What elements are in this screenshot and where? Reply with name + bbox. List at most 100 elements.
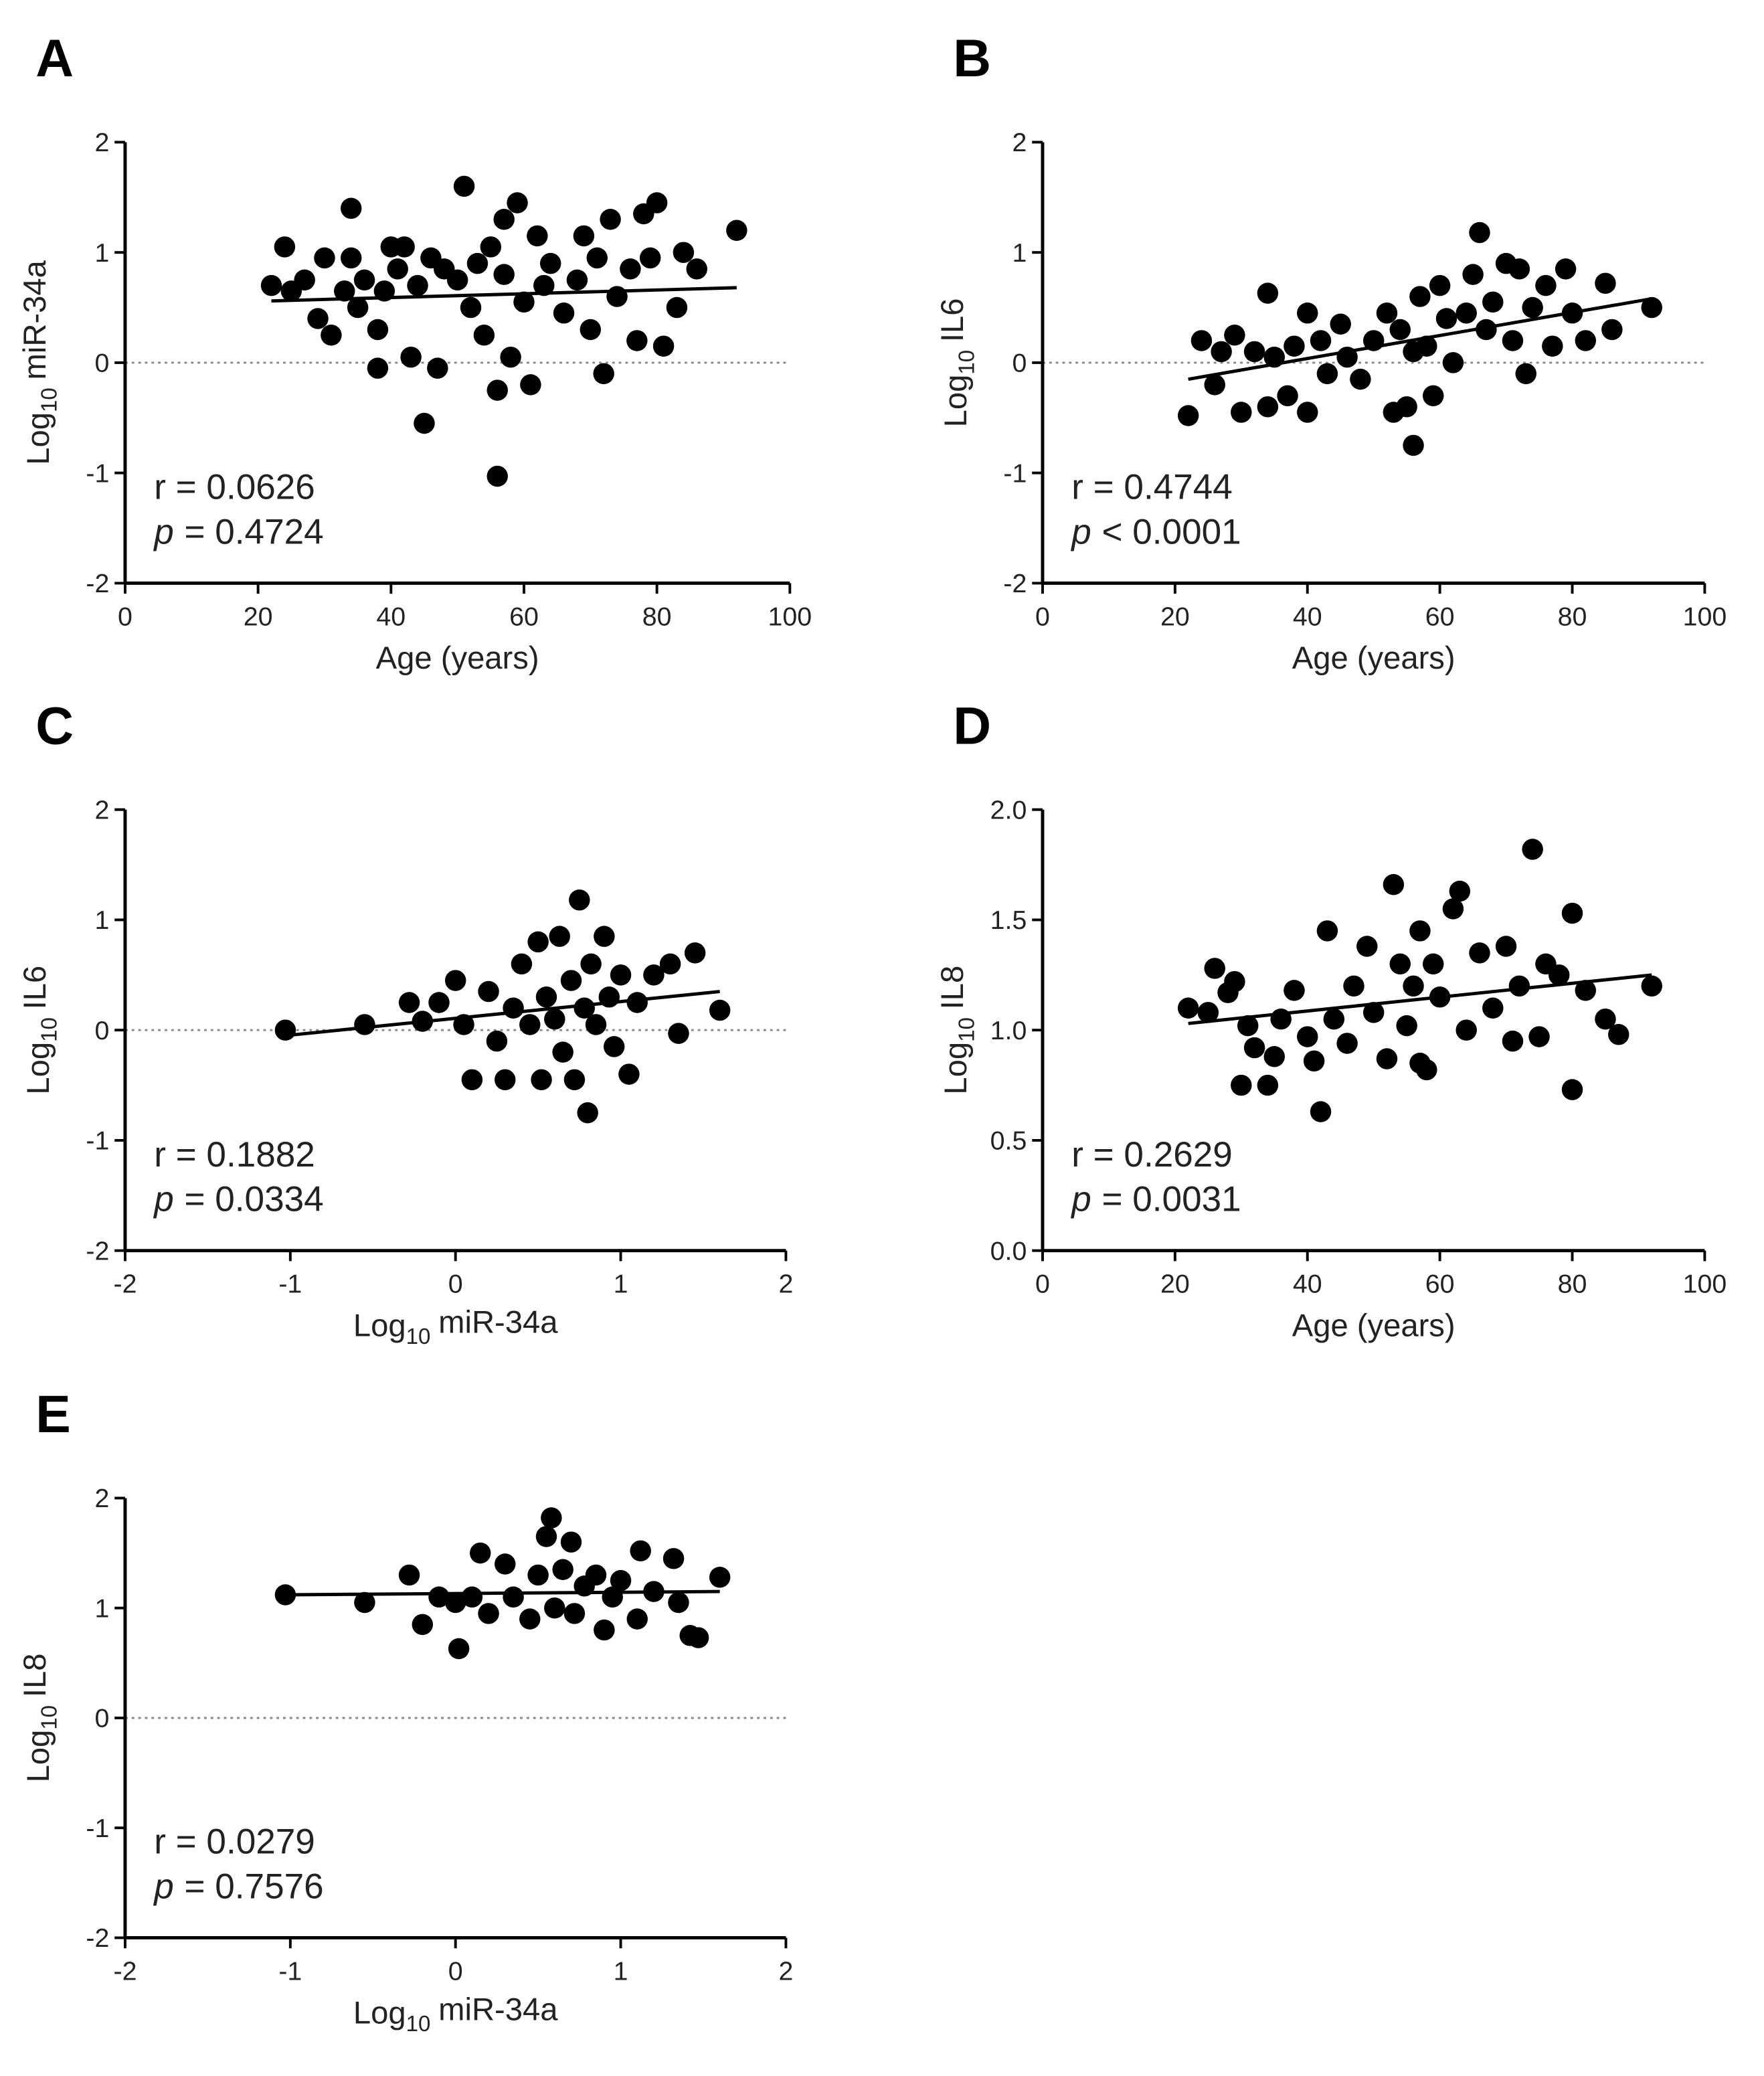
panel-letter: D — [953, 696, 991, 755]
point — [513, 291, 535, 313]
point — [1575, 330, 1597, 351]
y-tick-label: 0 — [94, 349, 109, 378]
x-tick-label: -1 — [278, 1956, 302, 1986]
y-tick-label: -1 — [86, 1814, 109, 1843]
point — [1257, 1074, 1279, 1096]
x-tick-label: 100 — [768, 602, 812, 631]
x-axis-label: Age (years) — [1292, 1308, 1456, 1344]
point — [354, 1591, 375, 1614]
point — [1204, 374, 1225, 396]
point — [400, 346, 422, 368]
stat-p-value: = 0.0334 — [185, 1180, 324, 1219]
point — [594, 1619, 615, 1641]
point — [1482, 291, 1504, 313]
point — [1601, 319, 1623, 341]
x-axis-label: Age (years) — [1292, 640, 1456, 676]
stat-p-symbol: p — [153, 1867, 174, 1906]
point — [1595, 1008, 1616, 1030]
stat-p-value: < 0.0001 — [1102, 512, 1241, 551]
point — [673, 242, 695, 263]
point — [334, 280, 355, 302]
x-tick-label: 0 — [448, 1956, 463, 1986]
point — [412, 1614, 434, 1636]
y-axis-label: Log10 miR-34a — [17, 260, 62, 464]
point — [684, 942, 706, 964]
point — [274, 1019, 296, 1041]
point — [620, 258, 641, 280]
point — [1263, 1045, 1286, 1067]
y-axis-label-prefix: Log — [938, 1042, 974, 1095]
point — [495, 1069, 516, 1091]
point — [493, 209, 515, 230]
stat-p: p = 0.0334 — [153, 1180, 323, 1219]
point — [1528, 1026, 1550, 1047]
y-axis-label-text: IL8 — [17, 1654, 53, 1698]
point — [478, 980, 499, 1003]
point — [461, 1586, 483, 1608]
point — [531, 1069, 552, 1091]
y-axis-label-text: IL6 — [935, 298, 970, 342]
point — [519, 1608, 541, 1630]
point — [1502, 330, 1524, 351]
point — [340, 197, 362, 220]
point — [1224, 324, 1245, 346]
point — [610, 964, 632, 986]
point — [427, 357, 448, 379]
point — [398, 1564, 420, 1586]
x-axis-label: Log10 miR-34a — [353, 1305, 558, 1350]
point — [387, 258, 408, 280]
point — [1422, 953, 1444, 975]
point — [560, 970, 582, 991]
point — [1316, 920, 1338, 942]
y-tick-label: 2 — [94, 128, 109, 157]
x-tick-label: -1 — [278, 1270, 302, 1299]
fit-line — [271, 286, 737, 303]
point — [1177, 405, 1199, 426]
y-axis-label-text: IL6 — [17, 966, 53, 1010]
point — [407, 274, 428, 296]
point — [687, 1627, 709, 1648]
y-tick-label: 1 — [94, 1593, 109, 1623]
y-tick-label: 0 — [1012, 349, 1027, 378]
point — [503, 1586, 524, 1608]
y-axis-label-sub: 10 — [37, 1705, 62, 1730]
point — [539, 252, 561, 274]
y-axis-label-sub: 10 — [37, 1017, 62, 1042]
fit-line — [285, 1589, 720, 1597]
y-tick-label: 2 — [1012, 128, 1027, 157]
y-tick-label: 0 — [94, 1704, 109, 1733]
point — [652, 335, 675, 357]
panel-letter: B — [953, 29, 991, 88]
stat-r: r = 0.4744 — [1071, 468, 1233, 507]
y-axis-label-prefix: Log — [21, 1042, 56, 1095]
point — [560, 1531, 582, 1553]
x-tick-label: 100 — [1683, 1270, 1727, 1299]
point — [367, 319, 389, 341]
point — [1231, 1074, 1252, 1096]
point — [1522, 839, 1543, 860]
point — [1456, 302, 1477, 324]
x-tick-label: 100 — [1683, 602, 1727, 631]
y-tick-label: -1 — [1003, 458, 1027, 488]
y-tick-label: 2.0 — [990, 795, 1027, 825]
y-tick-label: 2 — [94, 795, 109, 825]
point — [354, 1014, 375, 1035]
point — [493, 264, 515, 285]
y-tick-label: 1.5 — [990, 905, 1027, 935]
point — [1284, 980, 1305, 1001]
point — [563, 1603, 586, 1624]
point — [414, 412, 435, 434]
point — [1641, 296, 1662, 319]
point — [428, 992, 450, 1013]
x-tick-label: 40 — [376, 602, 406, 631]
point — [1396, 396, 1417, 418]
point — [473, 324, 495, 346]
point — [478, 1603, 499, 1624]
point — [520, 374, 541, 396]
y-tick-label: 1 — [94, 238, 109, 268]
point — [544, 1597, 565, 1619]
point — [1555, 258, 1577, 280]
point — [1243, 341, 1265, 363]
